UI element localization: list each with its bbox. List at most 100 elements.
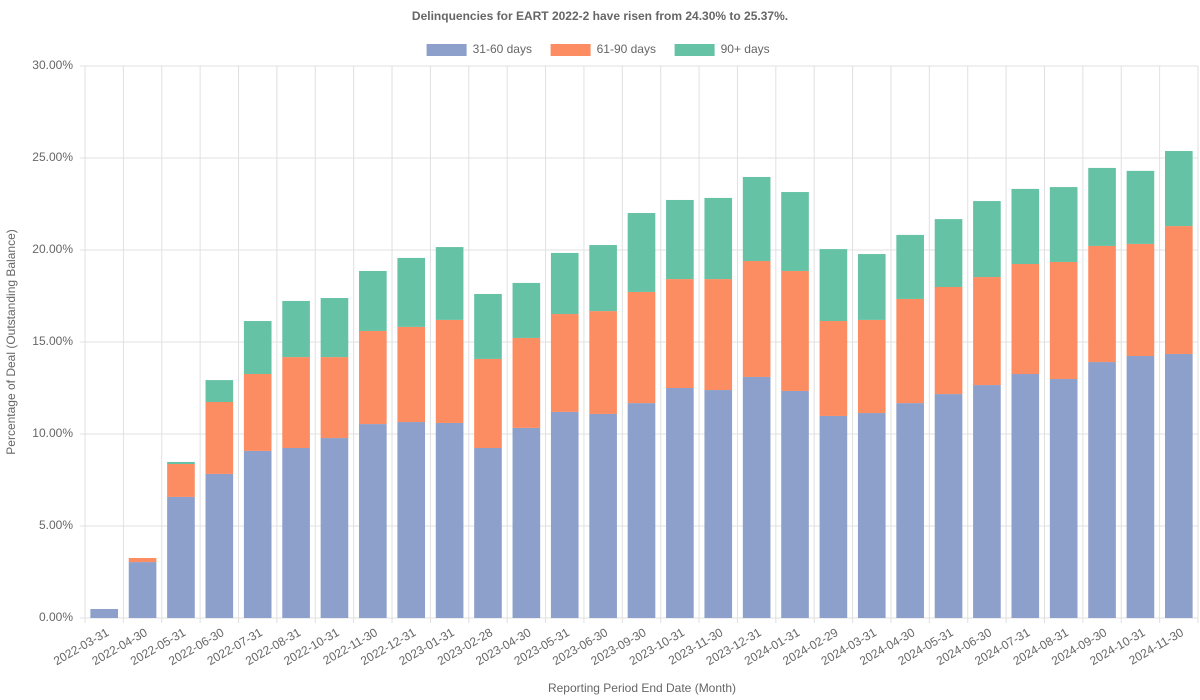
y-tick-label: 30.00% — [32, 58, 73, 72]
bar-segment — [704, 390, 733, 618]
bar-segment — [550, 252, 579, 315]
bar-segment — [1126, 355, 1155, 618]
bar-segment — [589, 413, 617, 618]
bar-segment — [167, 463, 195, 497]
y-tick-label: 25.00% — [32, 150, 73, 164]
bar-segment — [934, 219, 963, 287]
bar-segment — [359, 270, 387, 331]
bar-segment — [550, 411, 579, 618]
y-tick-label: 0.00% — [39, 610, 73, 624]
chart-title: Delinquencies for EART 2022-2 have risen… — [412, 9, 788, 23]
bar-segment — [512, 282, 541, 338]
bar-segment — [627, 213, 656, 292]
bar-segment — [742, 261, 771, 377]
bar-segment — [1049, 187, 1078, 262]
bar-segment — [742, 376, 771, 618]
bar-segment — [435, 319, 464, 423]
bar-segment — [666, 199, 694, 280]
bar-segment — [589, 245, 617, 312]
bar-segment — [973, 201, 1001, 278]
legend-swatch — [426, 44, 467, 56]
bar-segment — [896, 403, 924, 618]
bar-segment — [1164, 353, 1193, 618]
bar-segment — [1088, 167, 1116, 246]
bar-segment — [819, 321, 848, 416]
bar-segment — [973, 277, 1001, 386]
bar-segment — [167, 496, 195, 618]
bar-segment — [819, 415, 848, 618]
bar-segment — [742, 176, 771, 262]
bar-segment — [973, 385, 1001, 618]
bar-segment — [1088, 362, 1116, 618]
x-axis-label: Reporting Period End Date (Month) — [548, 681, 736, 695]
bar-segment — [320, 438, 349, 618]
bar-segment — [1126, 243, 1155, 356]
bar-segment — [243, 374, 272, 451]
y-tick-label: 15.00% — [32, 334, 73, 348]
bar-segment — [474, 358, 502, 448]
bar-segment — [666, 279, 694, 388]
bar-segment — [243, 450, 272, 618]
bar-segment — [704, 197, 733, 280]
bar-segment — [167, 461, 195, 464]
bar-segment — [627, 291, 656, 404]
bar-segment — [359, 330, 387, 425]
bar-segment — [589, 311, 617, 414]
bar-segment — [1088, 245, 1116, 363]
bar-segment — [1011, 374, 1040, 618]
bar-segment — [512, 337, 541, 428]
bar-segment — [282, 357, 310, 448]
bar-segment — [282, 447, 310, 618]
y-tick-label: 10.00% — [32, 426, 73, 440]
bar-segment — [320, 357, 349, 439]
bar-segment — [128, 562, 157, 618]
bar-segment — [781, 390, 809, 618]
bar-segment — [474, 293, 502, 359]
bar-segment — [205, 401, 234, 474]
y-tick-label: 5.00% — [39, 518, 73, 532]
bar-segment — [550, 314, 579, 412]
bar-segment — [857, 254, 886, 320]
bar-segment — [282, 300, 310, 358]
bar-segment — [205, 473, 234, 618]
legend-label: 31-60 days — [473, 42, 532, 56]
bar-segment — [205, 380, 234, 402]
legend-label: 61-90 days — [597, 42, 656, 56]
bar-segment — [934, 286, 963, 395]
bar-segment — [1011, 263, 1040, 375]
legend-swatch — [674, 44, 715, 56]
bar-segment — [397, 257, 426, 327]
bar-segment — [474, 447, 502, 618]
bar-segment — [397, 326, 426, 423]
bar-segment — [857, 319, 886, 414]
bar-segment — [896, 298, 924, 404]
bar-segment — [857, 413, 886, 618]
bar-segment — [1164, 226, 1193, 354]
bar-segment — [666, 388, 694, 618]
legend-label: 90+ days — [721, 42, 770, 56]
bar-segment — [781, 270, 809, 391]
bar-segment — [397, 422, 426, 618]
bar-segment — [1049, 378, 1078, 618]
bar-segment — [243, 321, 272, 375]
y-tick-label: 20.00% — [32, 242, 73, 256]
bar-segment — [128, 558, 157, 563]
bar-segment — [1126, 170, 1155, 244]
bar-segment — [819, 249, 848, 322]
bar-segment — [1049, 261, 1078, 379]
bar-segment — [1164, 151, 1193, 227]
bar-segment — [627, 403, 656, 618]
bar-segment — [512, 427, 541, 618]
bar-segment — [435, 422, 464, 618]
bar-segment — [934, 394, 963, 618]
legend-swatch — [550, 44, 591, 56]
bar-segment — [320, 298, 349, 358]
bar-segment — [1011, 188, 1040, 264]
bar-segment — [435, 247, 464, 320]
bar-segment — [359, 424, 387, 618]
bar-segment — [704, 279, 733, 391]
bar-segment — [781, 192, 809, 271]
bar-segment — [896, 234, 924, 299]
y-axis-label: Percentage of Deal (Outstanding Balance) — [4, 229, 18, 454]
